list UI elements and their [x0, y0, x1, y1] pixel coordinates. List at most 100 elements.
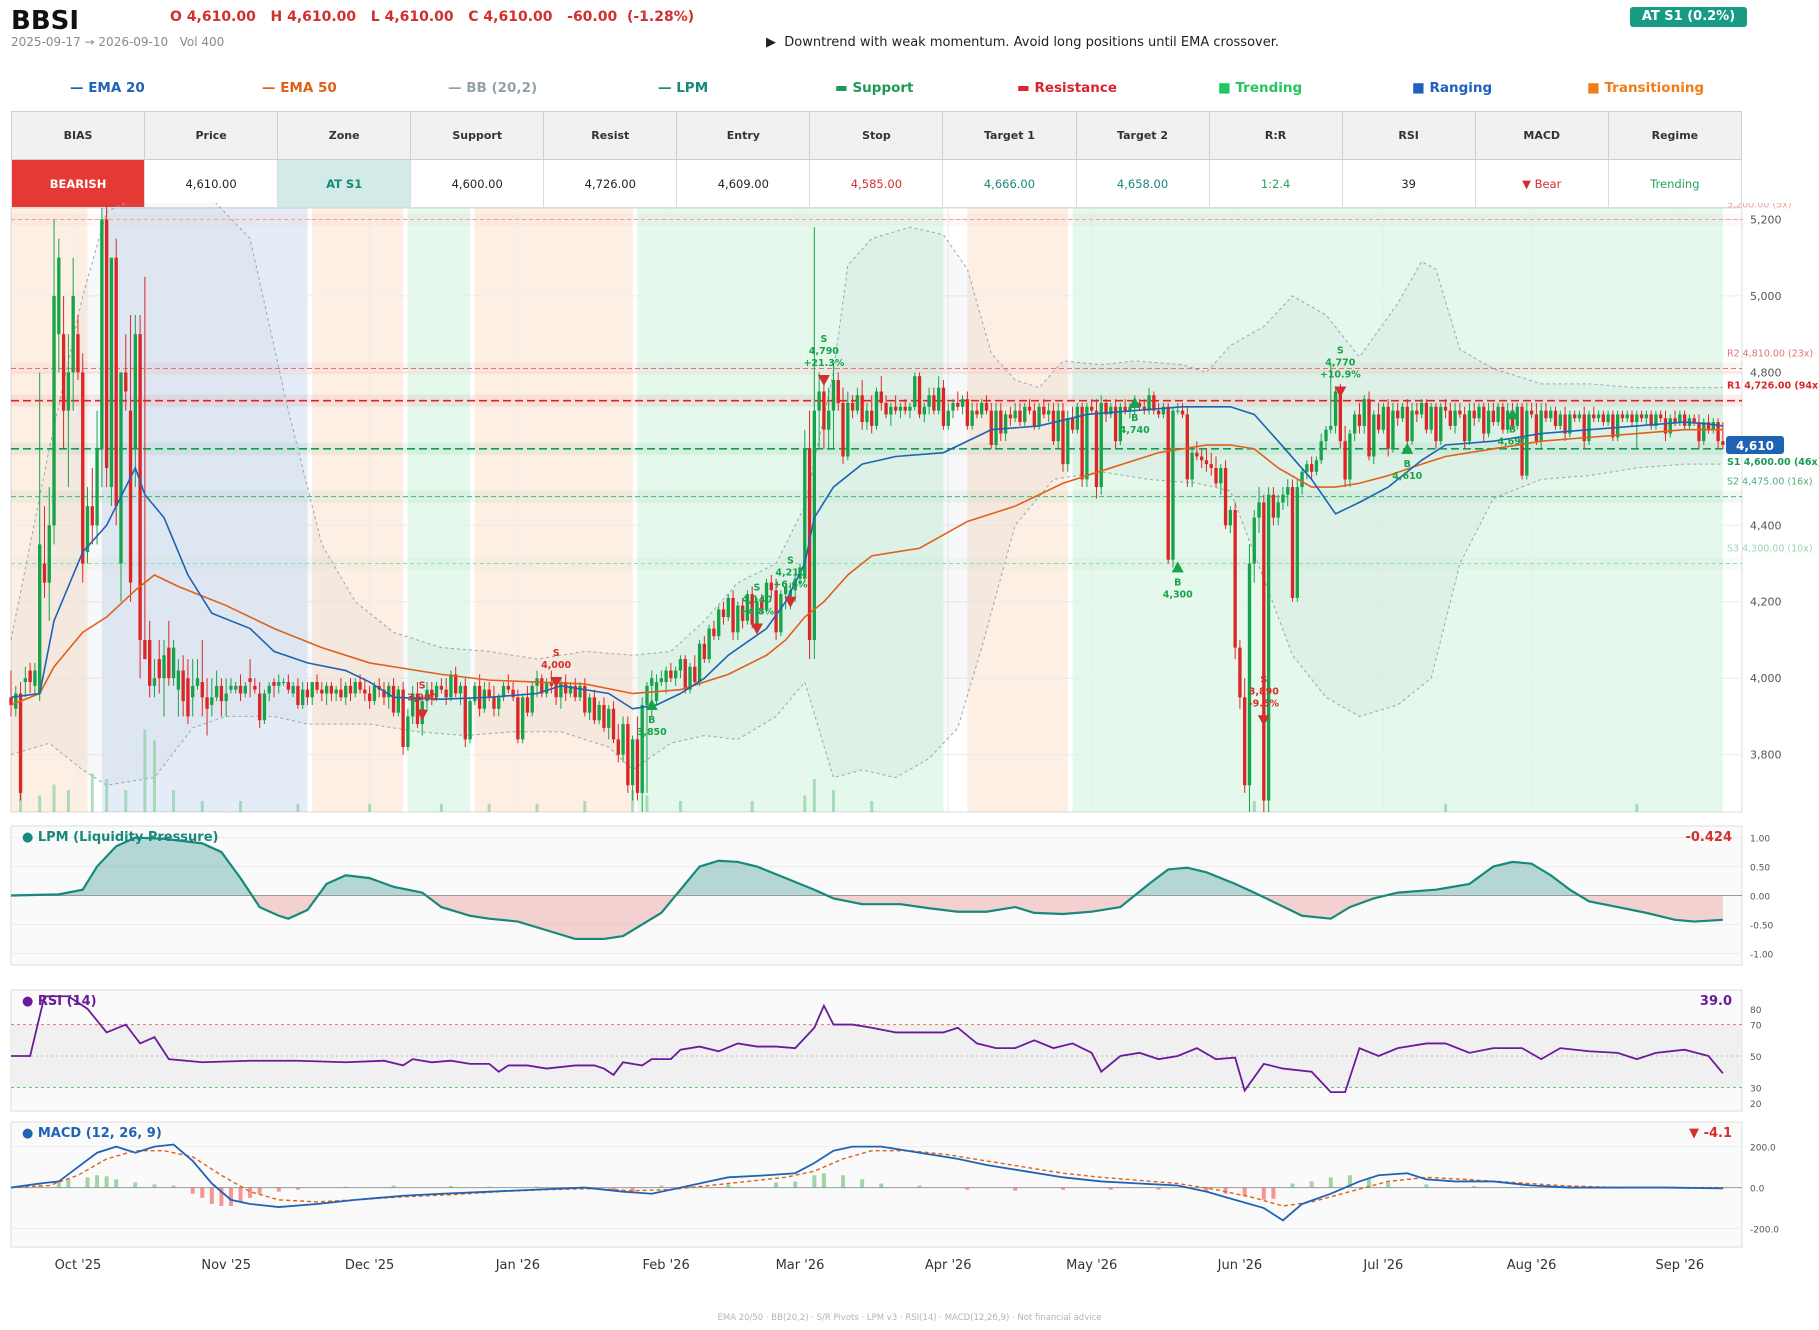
candle-body [28, 670, 32, 683]
summary-value-zone: AT S1 [277, 159, 412, 208]
candle-body [1482, 406, 1486, 434]
candle-body [898, 406, 903, 411]
volume-bar [90, 773, 94, 812]
macd-histogram-bar [95, 1175, 100, 1188]
regime-band-trending [637, 208, 944, 812]
marker-label: B [648, 715, 655, 726]
candle-body [157, 659, 161, 679]
candle-body [1419, 402, 1424, 415]
candle-body [587, 697, 592, 713]
candle-body [970, 410, 974, 426]
candle-body [678, 659, 683, 671]
candle-body [305, 689, 310, 698]
candle-body [817, 391, 821, 411]
macd-histogram-bar [104, 1176, 109, 1188]
summary-header-regime: Regime [1607, 111, 1743, 160]
candle-body [1113, 406, 1118, 442]
candle-body [1223, 467, 1228, 526]
candle-body [210, 697, 214, 705]
candle-body [1228, 510, 1233, 526]
candle-body [1219, 467, 1223, 484]
candle-body [994, 410, 998, 446]
candle-body [1333, 391, 1338, 426]
candle-body [659, 678, 663, 683]
candle-body [616, 739, 620, 755]
candle-body [1682, 414, 1687, 426]
candle-body [960, 399, 965, 407]
candle-body [664, 670, 668, 683]
candle-body [736, 605, 740, 633]
candle-body [23, 678, 28, 683]
macd-histogram-bar [1386, 1182, 1391, 1188]
candle-body [119, 372, 123, 564]
lpm-last-value: -0.424 [1685, 830, 1732, 845]
macd-title: ● MACD (12, 26, 9) [22, 1126, 162, 1141]
marker-label: B [1131, 413, 1138, 424]
candle-body [1434, 406, 1438, 442]
trade-marker-sell: S3,890-9.5% [1249, 674, 1279, 727]
volume-bar [1444, 803, 1448, 812]
candle-body [253, 685, 257, 690]
macd-histogram-bar [1328, 1177, 1333, 1188]
candle-body [836, 380, 840, 403]
macd-histogram-bar [391, 1185, 396, 1188]
candle-body [200, 682, 204, 698]
candle-body [95, 448, 99, 526]
candle-body [630, 739, 635, 786]
candle-body [1286, 487, 1290, 495]
candle-body [936, 387, 941, 411]
candle-body [1472, 410, 1476, 419]
macd-tick-label: 0.0 [1750, 1185, 1765, 1195]
candle-body [296, 685, 300, 705]
candle-body [444, 689, 448, 698]
candle-body [783, 586, 788, 595]
macd-histogram-bar [611, 1187, 616, 1191]
trade-marker-sell: S4,210+6.6% [773, 556, 808, 608]
candle-body [1568, 414, 1572, 434]
candle-body [152, 678, 157, 686]
candle-body [1496, 406, 1500, 423]
candle-body [769, 582, 773, 591]
level-label-r1: R1 4,726.00 (94x) [1727, 381, 1819, 392]
macd-histogram-bar [965, 1187, 970, 1190]
candle-body [831, 380, 836, 411]
candle-body [841, 402, 845, 457]
candle-body [1305, 464, 1309, 472]
candle-body [1061, 410, 1065, 465]
candle-body [1166, 406, 1170, 560]
macd-histogram-bar [659, 1185, 664, 1188]
candle-body [1367, 399, 1371, 457]
candle-body [1262, 502, 1266, 801]
candle-body [195, 678, 200, 686]
candle-body [425, 689, 429, 702]
marker-label: +21.3% [803, 358, 844, 369]
regime-band-transitioning [474, 208, 633, 812]
volume-bar [631, 790, 635, 812]
candle-body [492, 697, 496, 709]
macd-histogram-bar [688, 1185, 693, 1188]
marker-label: 4,740 [1120, 425, 1150, 436]
level-label-r3: 5,200.00 (5x) [1727, 203, 1791, 210]
summary-header-bias: BIAS [10, 111, 146, 160]
candle-body [1161, 406, 1166, 415]
candle-body [989, 410, 993, 446]
candle-body [597, 704, 601, 721]
candle-body [726, 597, 730, 618]
candle-body [1003, 414, 1008, 434]
candle-body [1515, 406, 1519, 426]
volume-bar [105, 779, 109, 812]
candle-body [999, 410, 1003, 434]
candle-body [611, 708, 616, 740]
marker-label: S [754, 583, 761, 594]
candle-body [262, 693, 267, 721]
candle-body [640, 704, 644, 793]
candle-body [1443, 406, 1448, 411]
candle-body [114, 257, 118, 507]
candle-body [286, 682, 291, 690]
volume-bar [143, 729, 147, 812]
candle-body [42, 563, 47, 583]
candle-body [1094, 410, 1099, 488]
candle-body [1534, 414, 1539, 442]
summary-value-r-r: 1:2.4 [1208, 159, 1343, 208]
candle-body [822, 391, 826, 430]
